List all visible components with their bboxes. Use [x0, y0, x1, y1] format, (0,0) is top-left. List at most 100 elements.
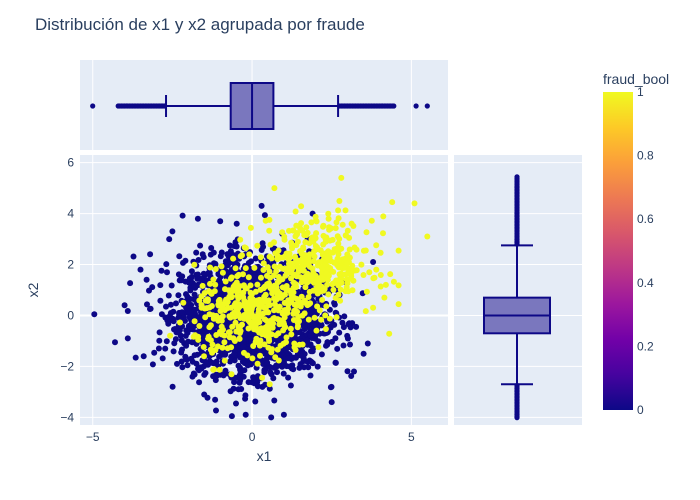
colorbar-tick-label: 1: [637, 85, 644, 99]
point-fraud-1: [312, 213, 319, 220]
point-fraud-0: [198, 276, 205, 283]
point-fraud-1: [267, 284, 274, 291]
point-fraud-1: [380, 230, 386, 237]
point-fraud-1: [395, 282, 402, 289]
point-fraud-1: [247, 224, 254, 231]
point-fraud-1: [191, 318, 198, 325]
point-fraud-1: [266, 253, 273, 260]
point-fraud-0: [137, 266, 144, 273]
point-fraud-0: [185, 308, 192, 315]
point-fraud-0: [280, 411, 287, 418]
point-fraud-1: [268, 349, 275, 356]
point-fraud-1: [330, 280, 337, 287]
point-fraud-0: [178, 349, 185, 356]
point-fraud-1: [338, 174, 345, 181]
point-fraud-1: [302, 284, 309, 291]
point-fraud-1: [318, 316, 325, 323]
point-fraud-1: [257, 286, 264, 293]
point-fraud-1: [322, 326, 329, 332]
point-fraud-1: [377, 249, 384, 256]
point-fraud-1: [242, 300, 249, 307]
point-fraud-1: [227, 314, 234, 321]
point-fraud-1: [257, 254, 264, 261]
point-fraud-1: [291, 340, 298, 347]
point-fraud-0: [268, 414, 275, 421]
point-fraud-1: [198, 293, 205, 300]
point-fraud-1: [218, 323, 225, 330]
point-fraud-1: [308, 219, 315, 226]
point-fraud-0: [297, 361, 304, 368]
marginal-boxplots: [90, 82, 551, 421]
point-fraud-1: [362, 308, 369, 315]
point-fraud-0: [231, 351, 238, 358]
point-fraud-1: [342, 207, 349, 214]
point-fraud-1: [221, 339, 228, 346]
point-fraud-0: [220, 372, 227, 379]
point-fraud-1: [226, 287, 232, 294]
point-fraud-1: [335, 291, 342, 298]
point-fraud-0: [259, 383, 266, 390]
point-fraud-1: [265, 309, 272, 316]
point-fraud-0: [344, 335, 351, 342]
point-fraud-0: [201, 322, 208, 329]
point-fraud-1: [213, 332, 220, 338]
point-fraud-1: [254, 281, 261, 288]
point-fraud-0: [259, 240, 266, 247]
point-fraud-0: [196, 379, 203, 386]
point-fraud-1: [215, 343, 221, 350]
point-fraud-1: [380, 213, 387, 220]
y-tick-label: −2: [60, 359, 74, 373]
point-fraud-1: [274, 252, 281, 259]
point-fraud-1: [333, 219, 340, 226]
point-fraud-1: [345, 270, 352, 277]
chart-title: Distribución de x1 y x2 agrupada por fra…: [35, 15, 365, 34]
point-fraud-1: [294, 296, 301, 302]
point-fraud-0: [233, 400, 239, 407]
point-fraud-0: [179, 273, 186, 280]
point-fraud-1: [237, 323, 244, 330]
point-fraud-1: [232, 265, 239, 272]
right-box-outlier: [514, 174, 520, 180]
point-fraud-0: [226, 242, 233, 249]
point-fraud-1: [370, 304, 377, 311]
point-fraud-1: [264, 332, 271, 339]
point-fraud-1: [386, 330, 393, 337]
top-box-outlier: [424, 103, 430, 109]
point-fraud-1: [294, 308, 301, 315]
point-fraud-0: [167, 301, 174, 308]
point-fraud-0: [264, 355, 271, 362]
point-fraud-1: [190, 333, 197, 340]
point-fraud-0: [179, 212, 186, 219]
point-fraud-1: [307, 300, 314, 307]
x-tick-label: 0: [249, 430, 256, 444]
point-fraud-1: [335, 207, 342, 214]
point-fraud-0: [347, 341, 353, 348]
point-fraud-1: [257, 352, 263, 359]
colorbar-tick-label: 0.2: [637, 339, 654, 353]
point-fraud-0: [127, 280, 134, 287]
point-fraud-0: [196, 317, 203, 324]
point-fraud-1: [333, 314, 340, 321]
point-fraud-1: [210, 366, 217, 373]
point-fraud-0: [261, 212, 268, 219]
scatter-points: [91, 174, 431, 421]
point-fraud-0: [144, 301, 150, 308]
point-fraud-1: [288, 331, 295, 338]
point-fraud-1: [335, 258, 342, 264]
point-fraud-0: [112, 339, 118, 346]
point-fraud-0: [179, 309, 185, 316]
point-fraud-1: [342, 255, 348, 262]
point-fraud-1: [233, 282, 240, 289]
point-fraud-1: [295, 266, 302, 273]
point-fraud-0: [217, 218, 224, 225]
point-fraud-0: [259, 357, 266, 364]
point-fraud-0: [252, 272, 258, 279]
point-fraud-0: [233, 220, 240, 227]
right-box-outlier: [514, 415, 520, 421]
point-fraud-1: [167, 332, 174, 339]
point-fraud-0: [121, 302, 128, 309]
point-fraud-1: [346, 246, 353, 253]
point-fraud-1: [263, 303, 270, 310]
point-fraud-1: [205, 333, 212, 340]
point-fraud-0: [332, 335, 339, 342]
